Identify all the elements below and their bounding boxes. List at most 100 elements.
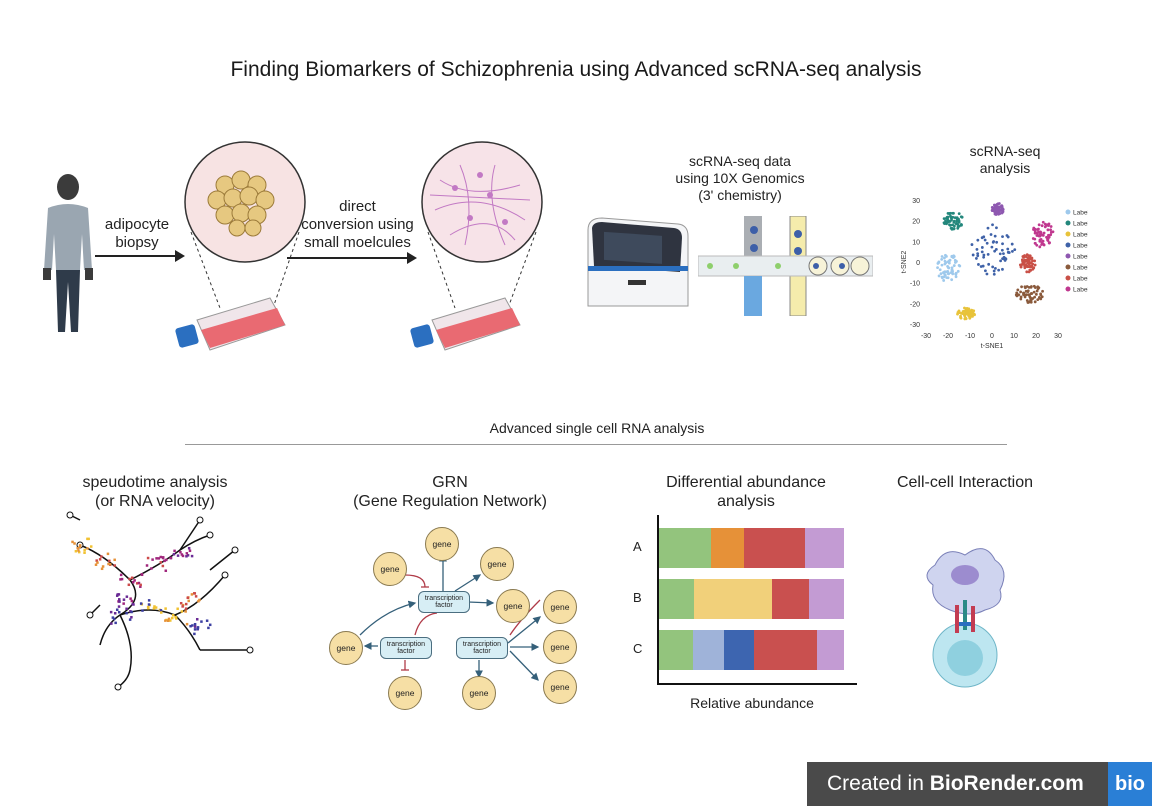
tsne-legend-swatch: [1065, 264, 1071, 270]
tsne-point: [1047, 233, 1050, 237]
tsne-point: [1018, 263, 1022, 267]
pseudotime-cell-dot: [130, 610, 133, 614]
pseudotime-cell-dot: [200, 620, 203, 623]
pseudotime-cell-dot: [190, 593, 194, 596]
pseudotime-trajectory-plot: [66, 511, 254, 691]
pseudotime-cell-dot: [175, 617, 178, 620]
tsne-point: [1028, 295, 1032, 299]
pseudotime-cell-dot: [184, 607, 188, 610]
tsne-legend-swatch: [1065, 220, 1071, 226]
tsne-point: [982, 235, 986, 239]
pseudotime-cell-dot: [150, 567, 153, 570]
tsne-point: [946, 269, 950, 273]
tsne-point: [968, 315, 972, 318]
pseudotime-cell-dot: [98, 558, 102, 561]
bar-segment: [723, 630, 755, 670]
pseudotime-cell-dot: [125, 607, 128, 611]
adipocyte-zoom-diagram: [175, 141, 306, 351]
pseudotime-cell-dot: [181, 605, 184, 608]
tsne-point: [1041, 220, 1045, 224]
tsne-point: [992, 269, 996, 273]
step2-label: direct conversion using small moelcules: [301, 198, 414, 251]
pseudotime-cell-dot: [160, 611, 163, 614]
pseudotime-cell-dot: [152, 607, 156, 610]
tsne-legend-label: Label: [1073, 210, 1088, 217]
tsne-point: [1036, 285, 1040, 289]
pseudotime-cell-dot: [185, 622, 189, 626]
pseudotime-cell-dot: [110, 622, 113, 625]
abundance-chart: Relative abundance A B C: [620, 515, 860, 715]
tsne-point: [1033, 237, 1037, 241]
pseudotime-cell-dot: [193, 625, 197, 628]
pseudotime-cell-dot: [100, 567, 104, 571]
pseudotime-cell-dot: [174, 615, 177, 619]
pseudotime-cell-dot: [71, 540, 74, 544]
pseudotime-cell-dot: [87, 537, 90, 541]
tsne-point: [950, 278, 954, 282]
pseudotime-cell-dot: [173, 549, 176, 553]
tsne-point: [939, 272, 943, 276]
transcription-factor-node: transcription factor: [380, 637, 432, 659]
pseudotime-cell-dot: [205, 619, 209, 622]
tsne-point: [1047, 241, 1051, 245]
tsne-point: [1028, 256, 1032, 260]
pseudotime-cell-dot: [146, 605, 150, 609]
tsne-point: [1035, 243, 1039, 247]
tsne-xlabel: t-SNE1: [981, 343, 1004, 350]
biorender-badge[interactable]: Created in BioRender.com bio: [807, 762, 1152, 806]
pseudotime-cell-dot: [176, 554, 180, 557]
tsne-point: [1001, 235, 1004, 239]
microfluidic-chip-icon: [698, 216, 873, 316]
tsne-point: [955, 216, 959, 220]
gene-node: gene: [329, 631, 363, 665]
tsne-point: [1032, 228, 1035, 231]
pseudotime-cell-dot: [163, 559, 166, 563]
pseudotime-cell-dot: [119, 573, 123, 577]
tsne-point: [1034, 292, 1038, 296]
tsne-point: [993, 249, 997, 253]
tsne-point: [958, 264, 962, 268]
tsne-point: [984, 269, 987, 273]
tsne-point: [1049, 228, 1052, 232]
tsne-point: [952, 264, 956, 267]
pseudotime-cell-dot: [184, 610, 187, 613]
tsne-point: [996, 202, 1000, 206]
pseudotime-cell-dot: [188, 549, 192, 553]
tsne-legend-label: Label: [1073, 254, 1088, 261]
tsne-point: [957, 224, 961, 228]
tsne-point: [1019, 295, 1023, 299]
tsne-point: [952, 224, 956, 228]
tsne-point: [1022, 262, 1026, 266]
section-divider: [185, 444, 1007, 445]
tsne-point: [991, 223, 994, 227]
tsne-point: [961, 310, 965, 313]
tsne-legend-swatch: [1065, 253, 1071, 259]
pseudotime-cell-dot: [96, 561, 99, 564]
tsne-point: [995, 240, 999, 244]
tsne-point: [1039, 297, 1043, 301]
pseudotime-cell-dot: [157, 557, 161, 560]
step3-label: scRNA-seq data using 10X Genomics (3' ch…: [675, 153, 805, 203]
tsne-point: [985, 272, 989, 276]
pseudotime-cell-dot: [147, 603, 151, 606]
pseudotime-cell-dot: [164, 619, 167, 622]
pseudotime-cell-dot: [193, 632, 196, 636]
tsne-point: [1025, 253, 1029, 257]
tsne-xtick: -20: [943, 333, 953, 340]
tsne-point: [940, 255, 944, 258]
tsne-point: [983, 238, 987, 242]
tsne-point: [976, 238, 980, 242]
stacked-bar-B: [659, 579, 844, 619]
tsne-point: [986, 252, 990, 256]
tsne-point: [1013, 248, 1017, 252]
gene-node: gene: [496, 589, 530, 623]
tsne-point: [940, 275, 944, 279]
footer-text: Created in BioRender.com: [827, 772, 1084, 795]
tsne-ytick: 10: [912, 239, 920, 246]
tsne-point: [1044, 223, 1048, 227]
person-icon: [43, 174, 93, 332]
bar-segment: [808, 579, 844, 619]
pseudotime-cell-dot: [94, 563, 98, 566]
tsne-point: [942, 279, 946, 282]
tsne-point: [940, 263, 944, 267]
